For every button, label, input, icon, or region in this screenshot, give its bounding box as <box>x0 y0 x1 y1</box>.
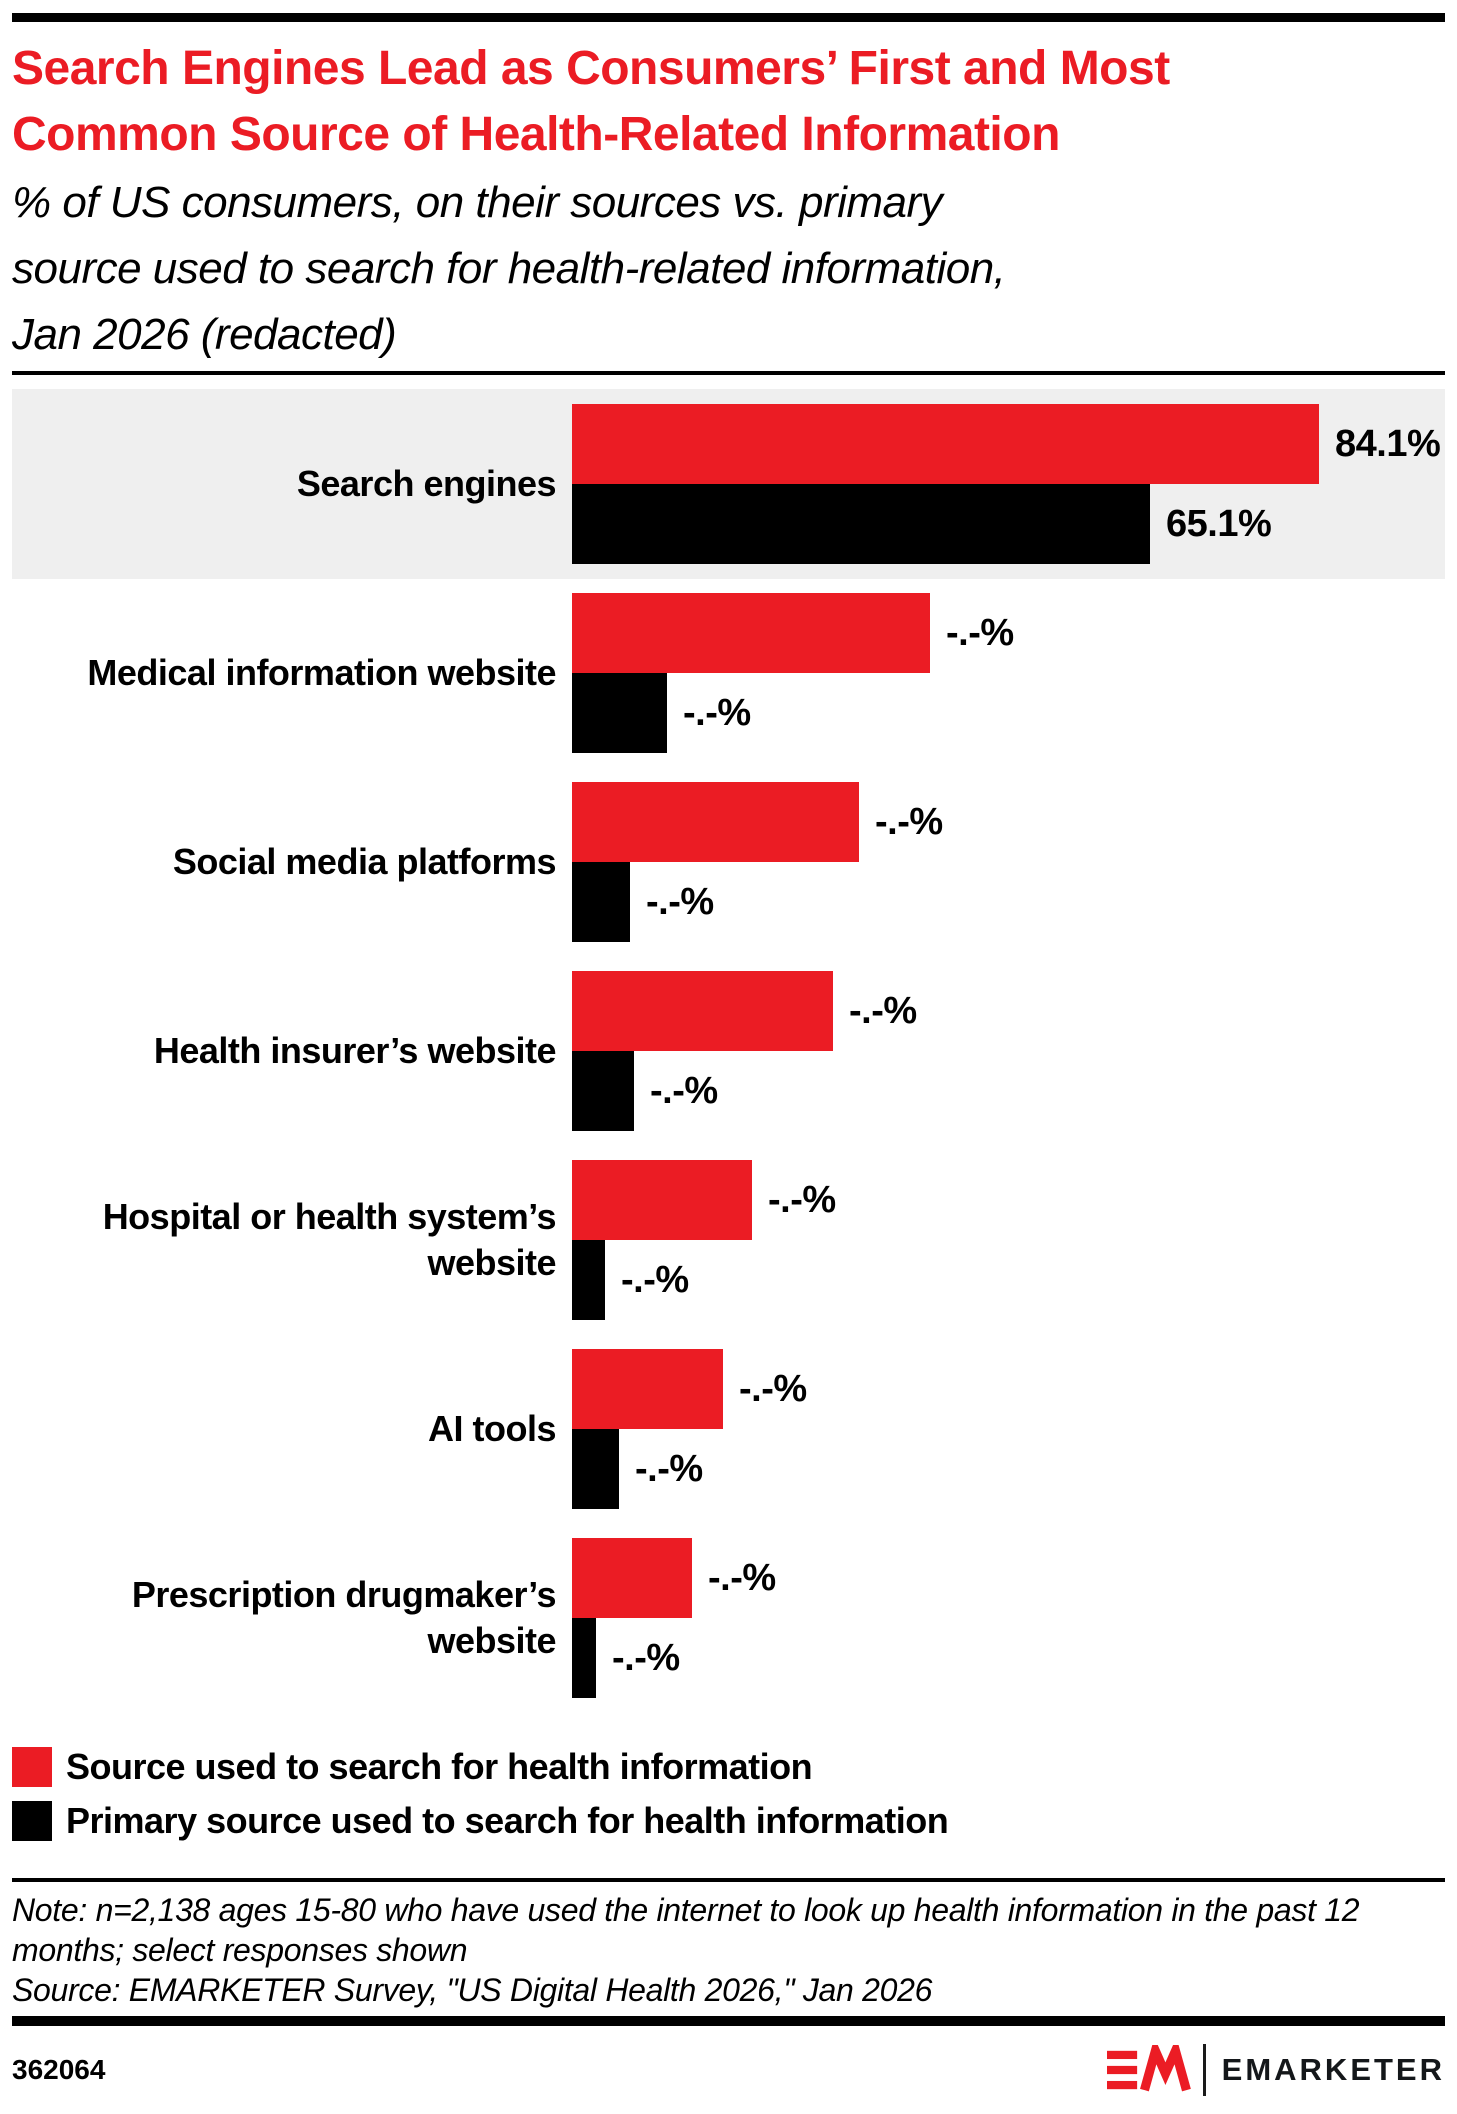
bar-primary <box>572 862 630 942</box>
bar-group: -.-% -.-% <box>572 1349 1445 1509</box>
legend-swatch-primary <box>12 1801 52 1841</box>
brand-logo: EMARKETER <box>1106 2044 1445 2096</box>
category-label: Hospital or health system’s website <box>102 1196 557 1283</box>
bar-line-primary: -.-% <box>572 1618 1445 1698</box>
brand-name: EMARKETER <box>1221 2052 1445 2087</box>
bar-group: 84.1% 65.1% <box>572 404 1445 564</box>
bar-value-label: -.-% <box>768 1178 836 1221</box>
bar-value-label: -.-% <box>635 1447 703 1490</box>
brand-divider <box>1202 2044 1206 2096</box>
chart-row: Prescription drugmaker’s website -.-% -.-% <box>12 1538 1445 1698</box>
bar-source <box>572 971 833 1051</box>
bar-primary <box>572 484 1150 564</box>
category-label: Health insurer’s website <box>153 1030 557 1071</box>
legend-label: Source used to search for health informa… <box>66 1746 813 1787</box>
chart-id: 362064 <box>12 2054 106 2085</box>
bar-line-source: -.-% <box>572 1349 1445 1429</box>
chart-row: Hospital or health system’s website -.-% -… <box>12 1160 1445 1320</box>
bar-value-label: 84.1% <box>1335 422 1441 465</box>
top-rule <box>12 13 1445 22</box>
bar-value-label: -.-% <box>739 1367 807 1410</box>
bar-value-label: -.-% <box>875 800 943 843</box>
bar-group: -.-% -.-% <box>572 782 1445 942</box>
bar-source <box>572 782 859 862</box>
bar-line-source: 84.1% <box>572 404 1445 484</box>
bar-chart: Search engines 84.1% 65.1% Medical informat… <box>12 389 1445 1698</box>
bar-group: -.-% -.-% <box>572 593 1445 753</box>
bar-line-primary: -.-% <box>572 1429 1445 1509</box>
footer-rule <box>12 2016 1445 2026</box>
chart-row: Social media platforms -.-% -.-% <box>12 782 1445 942</box>
chart-row: Search engines 84.1% 65.1% <box>12 404 1445 564</box>
legend: Source used to search for health informa… <box>12 1746 1445 1842</box>
bar-primary <box>572 1240 605 1320</box>
legend-item: Source used to search for health informa… <box>12 1746 1445 1788</box>
header-divider <box>12 371 1445 375</box>
bar-primary <box>572 1429 619 1509</box>
footnote-divider <box>12 1878 1445 1882</box>
bar-line-source: -.-% <box>572 1160 1445 1240</box>
bar-value-label: -.-% <box>849 989 917 1032</box>
bar-value-label: -.-% <box>621 1258 689 1301</box>
chart-title: Search Engines Lead as Consumers’ First … <box>12 42 1170 161</box>
bar-group: -.-% -.-% <box>572 971 1445 1131</box>
bar-source <box>572 1538 692 1618</box>
category-label: Medical information website <box>87 652 556 693</box>
footnote-block: Note: n=2,138 ages 15-80 who have used t… <box>12 1890 1445 2010</box>
chart-row: AI tools -.-% -.-% <box>12 1349 1445 1509</box>
source-text: Source: EMARKETER Survey, "US Digital He… <box>12 1972 933 2008</box>
bar-group: -.-% -.-% <box>572 1160 1445 1320</box>
bar-primary <box>572 1618 596 1698</box>
legend-label: Primary source used to search for health… <box>66 1800 949 1841</box>
bar-primary <box>572 673 667 753</box>
bar-source <box>572 1349 723 1429</box>
infographic-page: Search Engines Lead as Consumers’ First … <box>0 13 1457 2096</box>
bar-value-label: -.-% <box>683 691 751 734</box>
bar-value-label: 65.1% <box>1166 502 1272 545</box>
bar-source <box>572 404 1319 484</box>
footer: 362064 EMARKETER <box>12 2044 1445 2096</box>
bar-primary <box>572 1051 634 1131</box>
legend-item: Primary source used to search for health… <box>12 1800 1445 1842</box>
bar-source <box>572 593 930 673</box>
bar-line-source: -.-% <box>572 593 1445 673</box>
category-label: Search engines <box>296 463 557 504</box>
chart-subtitle: % of US consumers, on their sources vs. … <box>12 178 1006 359</box>
bar-group: -.-% -.-% <box>572 1538 1445 1698</box>
note-text: Note: n=2,138 ages 15-80 who have used t… <box>12 1892 1360 1968</box>
bar-line-source: -.-% <box>572 782 1445 862</box>
bar-value-label: -.-% <box>650 1069 718 1112</box>
bar-line-primary: -.-% <box>572 1051 1445 1131</box>
bar-line-primary: -.-% <box>572 1240 1445 1320</box>
bar-line-source: -.-% <box>572 971 1445 1051</box>
bar-value-label: -.-% <box>612 1636 680 1679</box>
highlight-band: Search engines 84.1% 65.1% <box>12 389 1445 579</box>
category-label: Social media platforms <box>172 841 557 882</box>
bar-source <box>572 1160 752 1240</box>
bar-line-source: -.-% <box>572 1538 1445 1618</box>
chart-row: Health insurer’s website -.-% -.-% <box>12 971 1445 1131</box>
legend-swatch-source <box>12 1747 52 1787</box>
em-monogram-icon <box>1106 2045 1191 2092</box>
bar-value-label: -.-% <box>946 611 1014 654</box>
bar-line-primary: -.-% <box>572 862 1445 942</box>
bar-line-primary: -.-% <box>572 673 1445 753</box>
bar-line-primary: 65.1% <box>572 484 1445 564</box>
category-label: AI tools <box>428 1408 557 1449</box>
chart-row: Medical information website -.-% -.-% <box>12 593 1445 753</box>
bar-value-label: -.-% <box>646 880 714 923</box>
bar-value-label: -.-% <box>708 1556 776 1599</box>
category-label: Prescription drugmaker’s website <box>131 1574 557 1661</box>
